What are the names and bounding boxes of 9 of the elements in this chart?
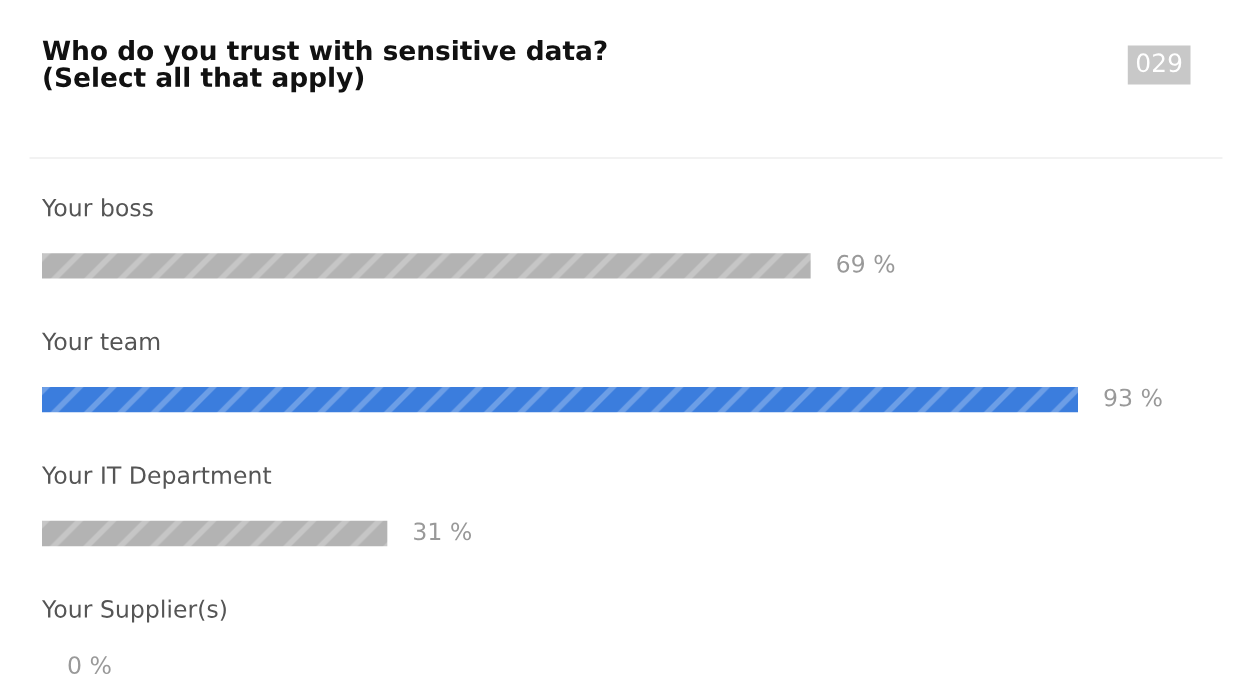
y-tick-label: Your IT Department: [41, 466, 272, 489]
chart-title: Who do you trust with sensitive data? (Select all that apply): [42, 40, 607, 93]
data-label: 31 %: [414, 522, 472, 541]
data-label: 0 %: [68, 656, 111, 675]
y-tick-label: Your Supplier(s): [41, 599, 226, 623]
y-tick-label: Your boss: [41, 198, 153, 217]
y-tick-label: Your team: [41, 332, 160, 351]
data-label: 93 %: [1104, 388, 1162, 407]
data-label: 69 %: [837, 254, 895, 273]
